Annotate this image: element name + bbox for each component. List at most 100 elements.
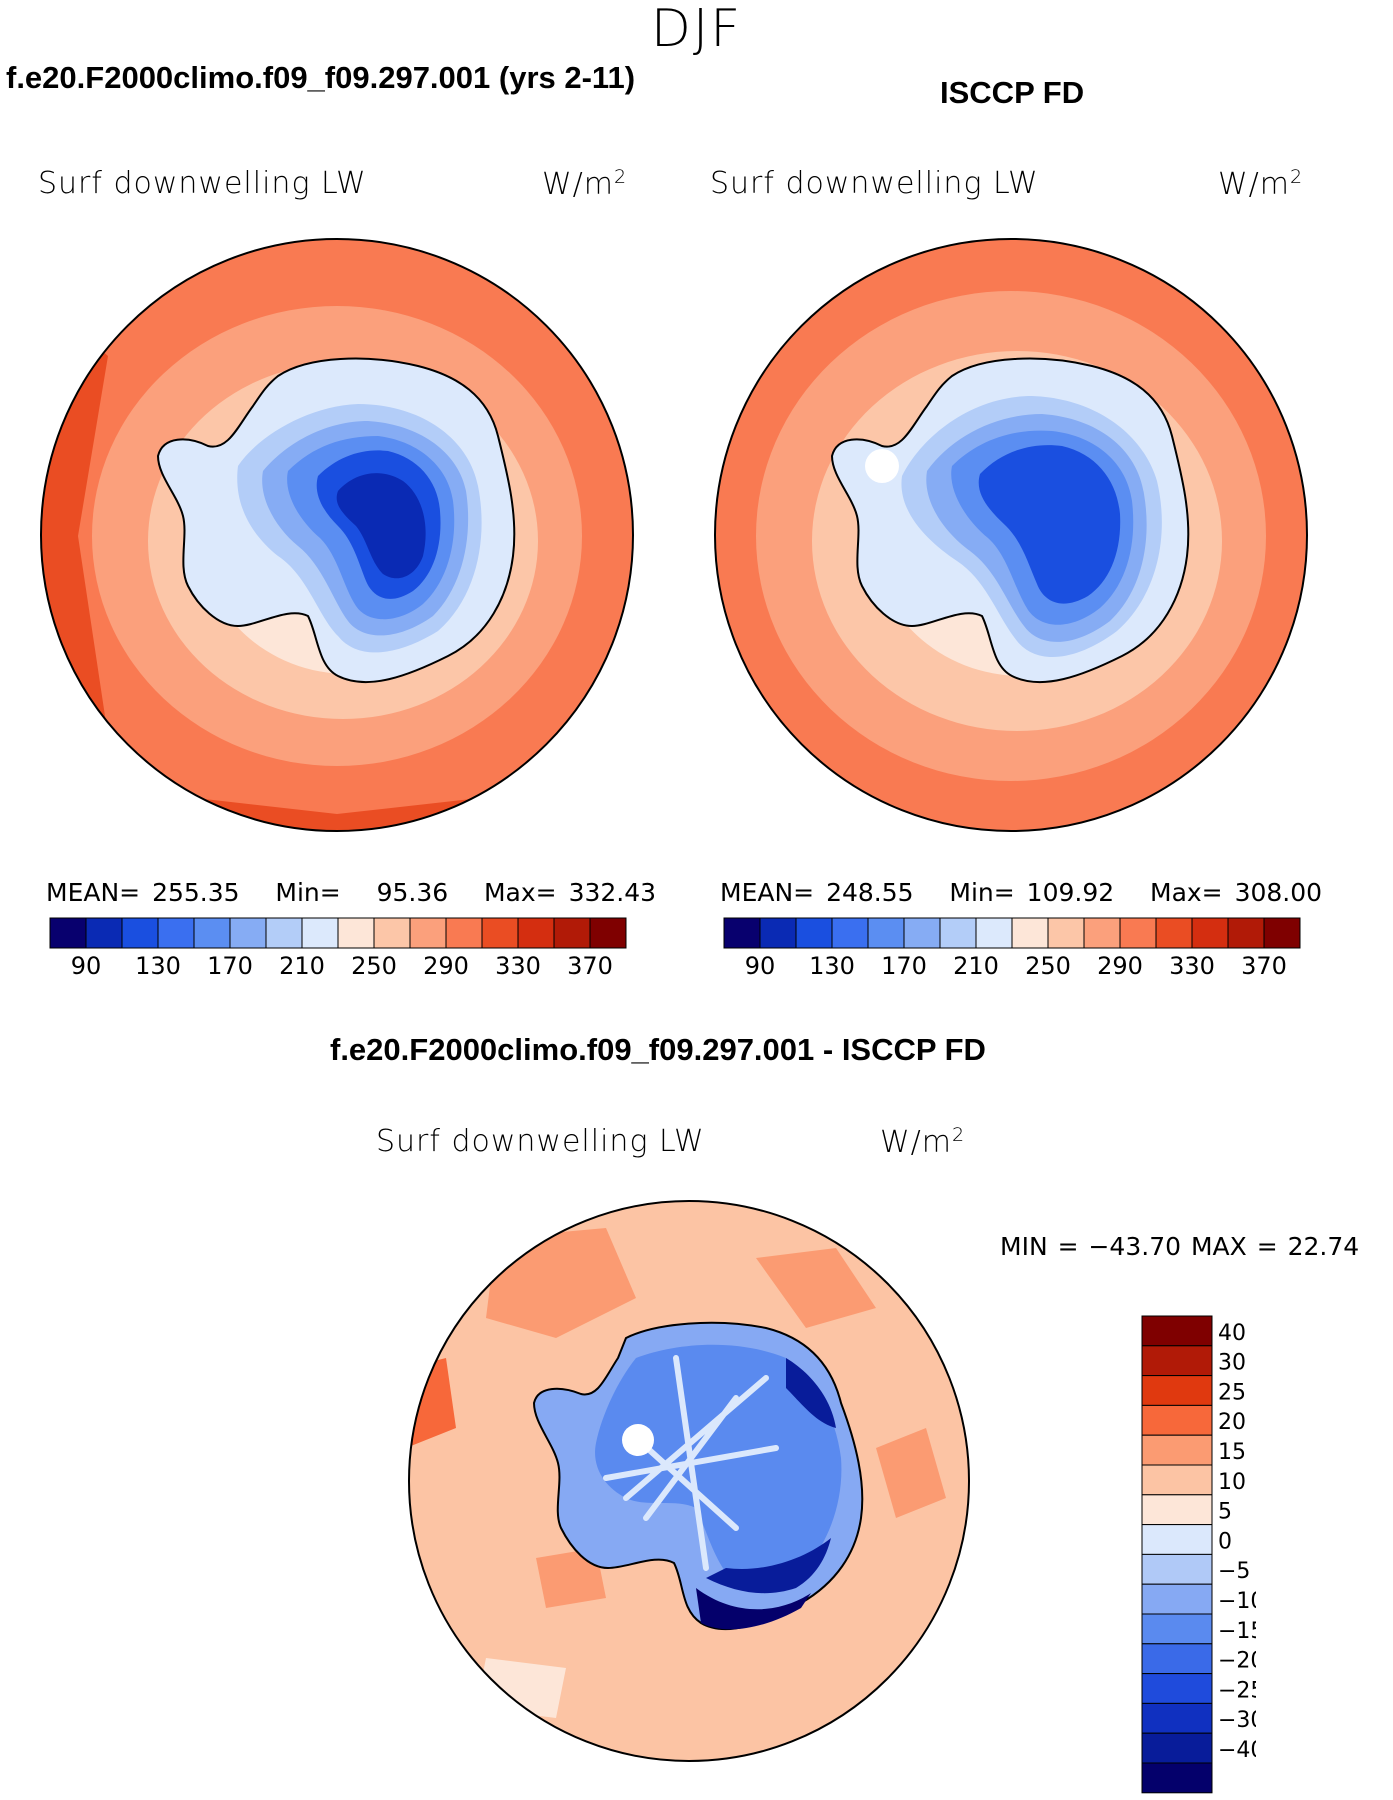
colorbar-tick-label: 25 (1218, 1380, 1246, 1405)
panel3-map (408, 1200, 970, 1762)
colorbar-swatch (337, 917, 375, 949)
colorbar-tick-label: 130 (809, 952, 855, 978)
colorbar-tick-label: 40 (1218, 1321, 1246, 1346)
colorbar-tick-label: −25 (1218, 1678, 1256, 1703)
panel2-map (714, 238, 1308, 832)
colorbar-swatch (903, 917, 941, 949)
colorbar-tick-label: 330 (1169, 952, 1215, 978)
panel2-title: ISCCP FD (940, 75, 1085, 110)
pole-hole (622, 1424, 654, 1456)
colorbar-swatch (1141, 1345, 1213, 1377)
panel1-variable: Surf downwelling LW (38, 166, 367, 201)
radial-streaks (603, 1355, 779, 1571)
colorbar-swatch (795, 917, 833, 949)
colorbar-swatch (1141, 1404, 1213, 1436)
colorbar-tick-label: 20 (1218, 1410, 1246, 1435)
map-light-patch (476, 1658, 566, 1718)
panel1-stats: MEAN= 255.35 Min= 95.36 Max= 332.43 (46, 878, 657, 907)
colorbar-swatch (1141, 1494, 1213, 1526)
colorbar-swatch (1141, 1583, 1213, 1615)
colorbar-tick-label: −20 (1218, 1649, 1256, 1674)
colorbar-swatch (193, 917, 231, 949)
panel2-colorbar: 90 130 170 210 250 290 330 370 (723, 917, 1301, 978)
panel2-variable: Surf downwelling LW (710, 166, 1039, 201)
colorbar-tick-label: 250 (1025, 952, 1071, 978)
colorbar-tick-label: 10 (1218, 1470, 1246, 1495)
colorbar-swatch (1141, 1553, 1213, 1585)
colorbar-tick-label: 370 (1241, 952, 1287, 978)
colorbar-swatch (1141, 1732, 1213, 1764)
colorbar-swatch (723, 917, 761, 949)
map-bottom-warm-band (178, 796, 498, 831)
map-warm-patch (756, 1248, 876, 1328)
colorbar-tick-label: −30 (1218, 1708, 1256, 1733)
colorbar-swatch (265, 917, 303, 949)
colorbar-swatch (121, 917, 159, 949)
colorbar-swatch (409, 917, 447, 949)
panel2-stats: MEAN= 248.55 Min= 109.92 Max= 308.00 (720, 878, 1323, 907)
colorbar-swatch (1119, 917, 1157, 949)
colorbar-swatch (1141, 1464, 1213, 1496)
colorbar-swatch (1141, 1434, 1213, 1466)
colorbar-swatch (1141, 1702, 1213, 1734)
colorbar-tick-label: 210 (953, 952, 999, 978)
colorbar-swatch (1083, 917, 1121, 949)
colorbar-tick-label: 130 (135, 952, 181, 978)
colorbar-tick-label: 0 (1218, 1529, 1232, 1554)
map-warm-patch (536, 1548, 606, 1608)
colorbar-tick-label: 210 (279, 952, 325, 978)
colorbar-swatch (301, 917, 339, 949)
colorbar-swatch (589, 917, 627, 949)
colorbar-swatch (831, 917, 869, 949)
panel3-minmax: MIN = −43.70 MAX = 22.74 (1000, 1232, 1360, 1261)
colorbar-tick-label: 90 (745, 952, 776, 978)
colorbar-swatch (867, 917, 905, 949)
colorbar-tick-label: −10 (1218, 1589, 1256, 1614)
colorbar-swatch (1141, 1643, 1213, 1675)
colorbar-tick-label: −5 (1218, 1559, 1250, 1584)
colorbar-swatch (1141, 1613, 1213, 1645)
colorbar-swatch (1141, 1315, 1213, 1347)
colorbar-tick-label: 30 (1218, 1351, 1246, 1376)
colorbar-tick-label: 290 (423, 952, 469, 978)
colorbar-tick-label: 15 (1218, 1440, 1246, 1465)
colorbar-swatch (85, 917, 123, 949)
colorbar-swatch (1141, 1375, 1213, 1406)
colorbar-swatch (373, 917, 411, 949)
colorbar-swatch (1227, 917, 1265, 949)
colorbar-swatch (759, 917, 797, 949)
colorbar-swatch (49, 917, 87, 949)
colorbar-swatch (1191, 917, 1229, 949)
colorbar-swatch (445, 917, 483, 949)
panel1-map (40, 238, 634, 832)
colorbar-tick-label: 5 (1218, 1500, 1232, 1525)
colorbar-tick-label: 330 (495, 952, 541, 978)
colorbar-tick-label: −15 (1218, 1619, 1256, 1644)
colorbar-swatch (517, 917, 555, 949)
colorbar-swatch (1155, 917, 1193, 949)
colorbar-swatch (229, 917, 267, 949)
pole-hole (865, 449, 899, 483)
panel3-units: W/m2 (880, 1124, 966, 1160)
colorbar-tick-label: 370 (567, 952, 613, 978)
colorbar-swatch (1011, 917, 1049, 949)
map-warm-patch (876, 1428, 946, 1518)
colorbar-tick-label: 290 (1097, 952, 1143, 978)
colorbar-swatch (481, 917, 519, 949)
season-title: DJF (650, 0, 743, 59)
colorbar-tick-label: 170 (881, 952, 927, 978)
panel3-title: f.e20.F2000climo.f09_f09.297.001 - ISCCP… (330, 1032, 986, 1067)
colorbar-swatch (939, 917, 977, 949)
colorbar-swatch (1263, 917, 1301, 949)
colorbar-swatch (1141, 1762, 1213, 1794)
colorbar-swatch (1047, 917, 1085, 949)
colorbar-swatch (1141, 1524, 1213, 1555)
colorbar-swatch (553, 917, 591, 949)
colorbar-tick-label: −40 (1218, 1738, 1256, 1763)
colorbar-swatch (975, 917, 1013, 949)
colorbar-tick-label: 170 (207, 952, 253, 978)
colorbar-tick-label: 90 (71, 952, 102, 978)
colorbar-swatch (157, 917, 195, 949)
panel3-colorbar: 40 30 25 20 15 10 5 0 −5 −10 −15 −20 −25 −30 −40 (1141, 1315, 1256, 1794)
panel2-units: W/m2 (1218, 166, 1304, 202)
